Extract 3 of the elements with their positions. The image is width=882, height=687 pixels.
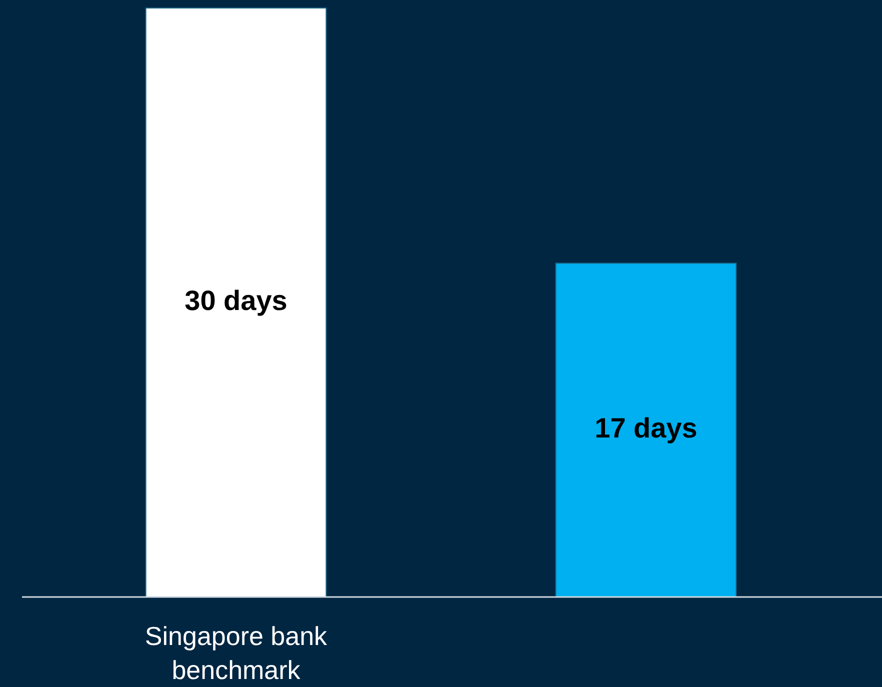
data-label: 17 days <box>594 412 698 444</box>
data-label: 30 days <box>184 284 288 316</box>
x-tick-label: Singapore bank benchmark <box>144 621 328 685</box>
